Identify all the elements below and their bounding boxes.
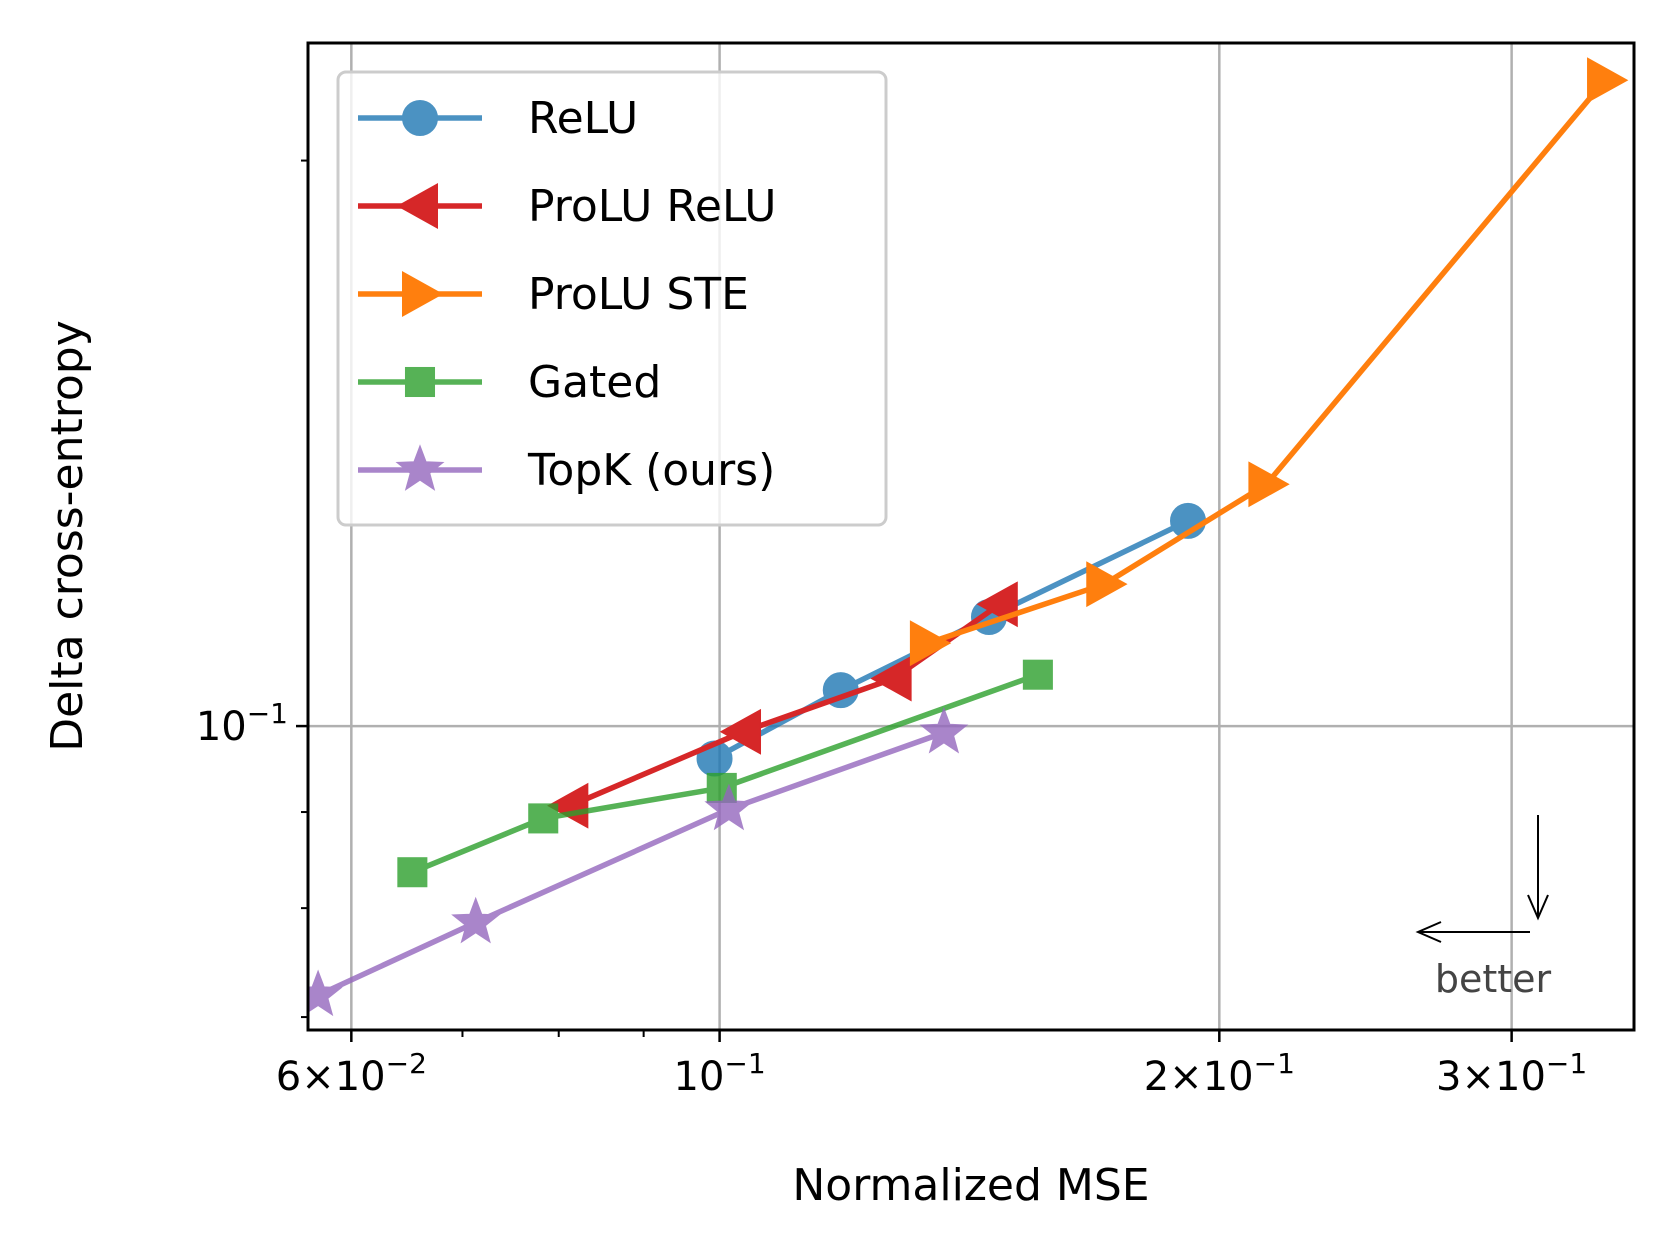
- legend: ReLU ProLU ReLU ProLU STE Gated TopK (ours): [336, 70, 888, 527]
- series-line: [411, 672, 1039, 875]
- legend-entry: [358, 100, 482, 136]
- data-point: [719, 708, 762, 755]
- legend-items: ReLU ProLU ReLU ProLU STE Gated TopK (ours): [358, 93, 777, 496]
- legend-marker: [402, 271, 444, 317]
- x-tick-label: 10−1: [674, 1047, 766, 1100]
- data-point: [451, 896, 501, 944]
- x-tick-label: 6×10−2: [276, 1047, 427, 1100]
- y-axis-label: Delta cross-entropy: [42, 320, 93, 752]
- legend-box: [336, 70, 888, 527]
- legend-label: ReLU: [528, 93, 638, 144]
- legend-entry: [358, 183, 482, 229]
- legend-entry: [358, 366, 482, 398]
- data-point: [1587, 57, 1629, 104]
- data-point: [909, 620, 952, 667]
- legend-label: Gated: [528, 357, 661, 408]
- y-axis-ticks: 10−1: [196, 159, 308, 1019]
- better-arrow-left-head: [1415, 921, 1442, 943]
- data-point: [308, 969, 343, 1017]
- x-axis-ticks: 6×10−2 10−1 2×10−1 3×10−1: [276, 1030, 1587, 1100]
- legend-label: ProLU ReLU: [528, 181, 777, 232]
- legend-entry: [358, 271, 482, 317]
- data-point: [1086, 561, 1128, 608]
- data-point: [397, 857, 428, 888]
- x-tick-label: 2×10−1: [1144, 1047, 1295, 1100]
- legend-marker: [402, 100, 438, 136]
- series-layer: [308, 57, 1629, 1017]
- series-line: [316, 730, 945, 998]
- better-arrow-down-head: [1527, 894, 1549, 921]
- series-gated: [397, 659, 1053, 888]
- y-tick-label: 10−1: [196, 697, 288, 750]
- better-label: better: [1435, 957, 1552, 1001]
- data-point: [1248, 461, 1290, 508]
- series-line: [927, 78, 1608, 646]
- data-point: [870, 655, 912, 702]
- data-point: [528, 803, 559, 834]
- legend-marker: [395, 444, 445, 491]
- x-axis-label: Normalized MSE: [792, 1160, 1149, 1211]
- series-prolu-ste: [909, 57, 1629, 667]
- legend-marker: [396, 183, 438, 229]
- series-topk-ours: [308, 706, 969, 1017]
- data-point: [1022, 659, 1053, 690]
- legend-entry: [358, 444, 482, 491]
- legend-label: TopK (ours): [527, 445, 775, 496]
- plot-frame: [306, 41, 1636, 1032]
- legend-marker: [404, 366, 436, 398]
- better-annotation: better: [1415, 815, 1552, 1001]
- x-tick-label: 3×10−1: [1436, 1047, 1587, 1100]
- data-point: [919, 706, 969, 754]
- legend-label: ProLU STE: [528, 269, 749, 320]
- data-point: [704, 783, 754, 831]
